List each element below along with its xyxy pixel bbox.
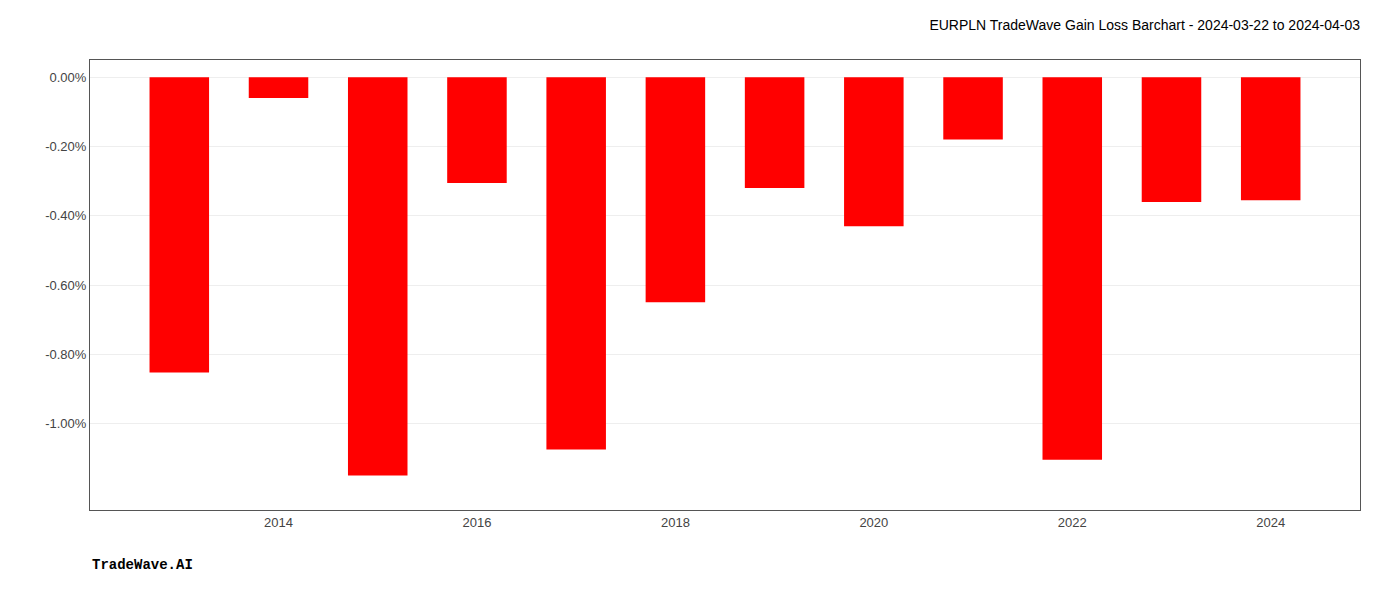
svg-text:2018: 2018 (661, 515, 690, 530)
svg-text:2020: 2020 (859, 515, 888, 530)
svg-text:2014: 2014 (264, 515, 293, 530)
svg-text:-0.40%: -0.40% (45, 208, 87, 223)
svg-text:-0.20%: -0.20% (45, 139, 87, 154)
svg-text:2016: 2016 (462, 515, 491, 530)
svg-text:2024: 2024 (1256, 515, 1285, 530)
svg-text:-0.60%: -0.60% (45, 278, 87, 293)
svg-text:0.00%: 0.00% (50, 70, 87, 85)
svg-text:TradeWave.AI: TradeWave.AI (92, 557, 193, 573)
svg-text:2022: 2022 (1058, 515, 1087, 530)
svg-text:EURPLN TradeWave Gain Loss Bar: EURPLN TradeWave Gain Loss Barchart - 20… (929, 17, 1360, 33)
svg-text:-1.00%: -1.00% (45, 416, 87, 431)
svg-text:-0.80%: -0.80% (45, 347, 87, 362)
